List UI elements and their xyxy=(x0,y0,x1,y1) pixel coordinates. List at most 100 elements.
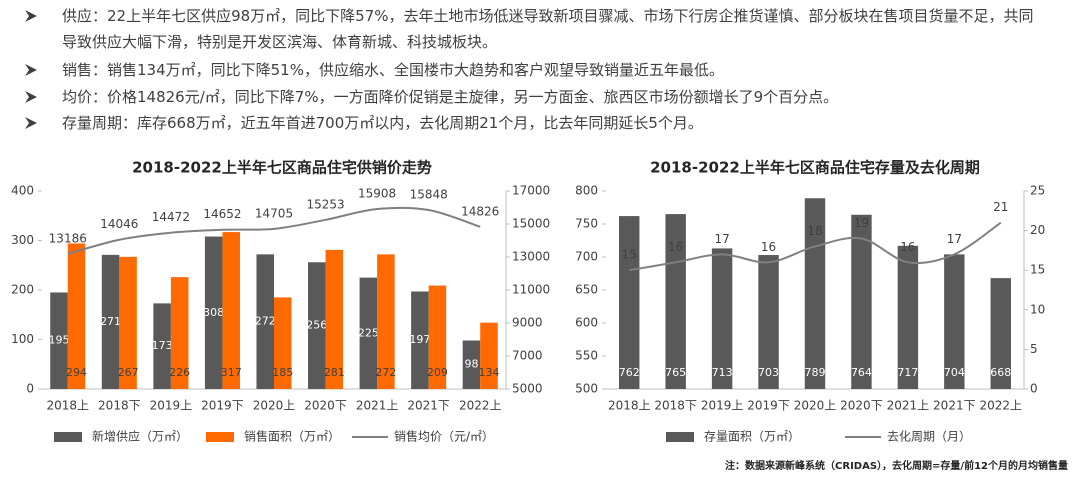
y-tick-label: 650 xyxy=(575,283,598,297)
bar-value-label: 294 xyxy=(66,366,87,379)
y2-tick-label: 25 xyxy=(1030,184,1045,198)
bar xyxy=(274,297,292,389)
legend-label: 存量面积（万㎡） xyxy=(704,430,800,444)
bar-value-label: 308 xyxy=(203,306,224,319)
line-value-label: 17 xyxy=(947,232,962,246)
bar xyxy=(758,255,779,389)
legend-label: 销售面积（万㎡） xyxy=(244,429,340,444)
y-tick-label: 300 xyxy=(11,233,34,247)
bar-value-label: 267 xyxy=(118,366,139,379)
y2-tick-label: 15000 xyxy=(512,217,550,231)
bar xyxy=(308,262,326,389)
y-tick-label: 400 xyxy=(11,184,34,198)
x-tick-label: 2021下 xyxy=(407,399,450,413)
bullet-text: 销售：销售134万㎡，同比下降51%，供应缩水、全国楼市大趋势和客户观望导致销量… xyxy=(62,61,724,79)
legend-label: 去化周期（月） xyxy=(887,430,971,444)
y2-tick-label: 20 xyxy=(1030,223,1045,237)
bullet-text: 存量周期：库存668万㎡，近五年首进700万㎡以内，去化周期21个月，比去年同期… xyxy=(62,114,703,132)
bar xyxy=(411,291,429,389)
x-tick-label: 2020上 xyxy=(794,399,837,413)
bar xyxy=(990,278,1011,389)
line-value-label: 16 xyxy=(761,240,776,254)
bar xyxy=(665,214,686,389)
bullet-item: 供应：22上半年七区供应98万㎡，同比下降57%，去年土地市场低迷导致新项目骤减… xyxy=(25,3,1047,55)
bullet-marker xyxy=(25,91,37,103)
bar xyxy=(170,277,189,389)
bar xyxy=(711,248,733,389)
y2-tick-label: 13000 xyxy=(512,250,550,264)
x-tick-label: 2018上 xyxy=(608,399,651,413)
bullet-marker xyxy=(25,117,37,129)
y2-tick-label: 10 xyxy=(1030,302,1045,316)
x-tick-label: 2019下 xyxy=(201,399,244,413)
bar-value-label: 281 xyxy=(324,366,345,379)
y-tick-label: 700 xyxy=(575,250,598,264)
bar xyxy=(325,249,344,389)
bar xyxy=(619,216,640,389)
bar-value-label: 173 xyxy=(152,339,173,352)
y-tick-label: 750 xyxy=(575,217,598,231)
bar xyxy=(359,277,378,389)
legend-swatch xyxy=(666,432,694,442)
x-tick-label: 2021上 xyxy=(887,399,930,413)
bar xyxy=(256,254,274,389)
y-tick-label: 0 xyxy=(26,382,34,396)
line-value-label: 15 xyxy=(622,248,637,262)
bar-value-label: 717 xyxy=(897,366,918,379)
bar-value-label: 209 xyxy=(427,366,448,379)
line-value-label: 14652 xyxy=(203,207,241,221)
x-tick-label: 2020上 xyxy=(253,399,296,413)
y2-tick-label: 5 xyxy=(1030,342,1038,356)
x-tick-label: 2019上 xyxy=(701,399,744,413)
bar xyxy=(101,254,120,389)
line-value-label: 13186 xyxy=(49,231,87,245)
x-tick-label: 2020下 xyxy=(304,399,347,413)
bullet-text: 均价：价格14826元/㎡，同比下降7%，一方面降价促销是主旋律，另一方面金、旅… xyxy=(62,88,839,106)
y2-tick-label: 7000 xyxy=(512,349,543,363)
x-tick-label: 2021上 xyxy=(356,399,399,413)
y-tick-label: 550 xyxy=(575,349,598,363)
y2-tick-label: 9000 xyxy=(512,316,543,330)
line-value-label: 15848 xyxy=(410,188,448,202)
bullet-marker xyxy=(25,10,37,22)
y2-tick-label: 11000 xyxy=(512,283,550,297)
bar xyxy=(50,292,68,389)
bar-value-label: 271 xyxy=(100,315,121,328)
bar-value-label: 197 xyxy=(409,333,430,346)
x-tick-label: 2021下 xyxy=(933,399,976,413)
y2-tick-label: 17000 xyxy=(512,184,550,198)
bar xyxy=(204,236,223,389)
line-value-label: 16 xyxy=(668,240,683,254)
bar-value-label: 703 xyxy=(758,366,779,379)
legend-label: 新增供应（万㎡） xyxy=(92,429,188,444)
bullet-item: 存量周期：库存668万㎡，近五年首进700万㎡以内，去化周期21个月，比去年同期… xyxy=(25,110,1047,136)
y2-tick-label: 0 xyxy=(1030,382,1038,396)
bar xyxy=(119,256,137,389)
line-value-label: 14472 xyxy=(152,210,190,224)
legend-label: 销售均价（元/㎡） xyxy=(394,429,494,444)
bar xyxy=(428,285,447,389)
y2-tick-label: 15 xyxy=(1030,263,1045,277)
bar xyxy=(944,254,965,389)
bullet-item: 销售：销售134万㎡，同比下降51%，供应缩水、全国楼市大趋势和客户观望导致销量… xyxy=(25,57,1047,83)
bullet-text: 供应：22上半年七区供应98万㎡，同比下降57%，去年土地市场低迷导致新项目骤减… xyxy=(62,7,1034,51)
bar-value-label: 713 xyxy=(712,366,733,379)
bar xyxy=(153,303,171,389)
bar-value-label: 134 xyxy=(478,366,499,379)
bar xyxy=(851,214,872,389)
line-value-label: 15253 xyxy=(306,197,344,211)
chart-title: 2018-2022上半年七区商品住宅供销价走势 xyxy=(132,159,432,177)
line-value-label: 18 xyxy=(807,224,822,238)
line-value-label: 21 xyxy=(993,200,1008,214)
bar-value-label: 704 xyxy=(944,366,965,379)
x-tick-label: 2020下 xyxy=(840,399,883,413)
y2-tick-label: 5000 xyxy=(512,382,543,396)
bar-value-label: 762 xyxy=(619,366,640,379)
bar-value-label: 225 xyxy=(358,326,379,339)
x-tick-label: 2018上 xyxy=(47,399,90,413)
bar-value-label: 317 xyxy=(221,366,242,379)
line-value-label: 16 xyxy=(900,240,915,254)
x-tick-label: 2018下 xyxy=(654,399,697,413)
bar-value-label: 256 xyxy=(306,319,327,332)
